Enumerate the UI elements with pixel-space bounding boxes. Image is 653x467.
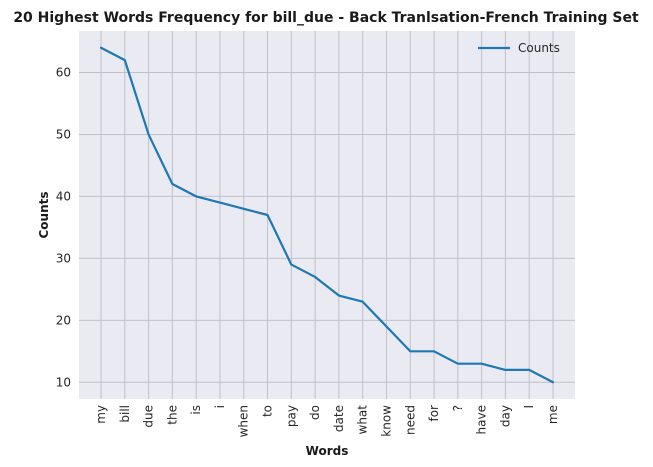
y-tick-label: 60 [56, 66, 71, 80]
x-tick-label: what [356, 405, 370, 435]
y-tick-label: 10 [56, 375, 71, 389]
x-tick-label: my [94, 405, 108, 424]
x-tick-label: need [403, 405, 417, 435]
series-line [99, 46, 555, 384]
x-tick-label: know [379, 405, 393, 437]
x-tick-label: have [475, 405, 489, 434]
x-tick-label: pay [284, 405, 298, 427]
x-tick-label: due [142, 405, 156, 428]
x-tick-label: i [213, 405, 227, 408]
y-axis-label: Counts [37, 191, 51, 238]
x-tick-label: ? [451, 405, 465, 411]
x-axis-label: Words [306, 444, 349, 458]
x-tick-label: do [308, 405, 322, 420]
legend: Counts [478, 41, 560, 55]
x-tick-label: to [261, 405, 275, 417]
x-tick-label: bill [118, 405, 132, 423]
x-tick-label: day [498, 405, 512, 427]
y-tick-label: 40 [56, 189, 71, 203]
y-axis-ticks: 10 20 30 40 50 60 [56, 66, 71, 390]
x-tick-label: me [546, 405, 560, 424]
y-tick-label: 50 [56, 127, 71, 141]
x-tick-label: when [237, 405, 251, 437]
x-tick-label: I [522, 405, 536, 409]
chart-title: 20 Highest Words Frequency for bill_due … [13, 10, 639, 26]
x-tick-label: for [427, 405, 441, 422]
x-tick-label: date [332, 405, 346, 432]
x-tick-label: the [165, 405, 179, 425]
series-layer [99, 46, 555, 384]
y-tick-label: 30 [56, 251, 71, 265]
legend-label: Counts [518, 41, 560, 55]
x-tick-label: is [189, 405, 203, 415]
x-axis-ticks: my bill due the is i when to pay do date what know ne… [94, 405, 560, 438]
plot-area [79, 31, 575, 399]
y-tick-label: 20 [56, 313, 71, 327]
